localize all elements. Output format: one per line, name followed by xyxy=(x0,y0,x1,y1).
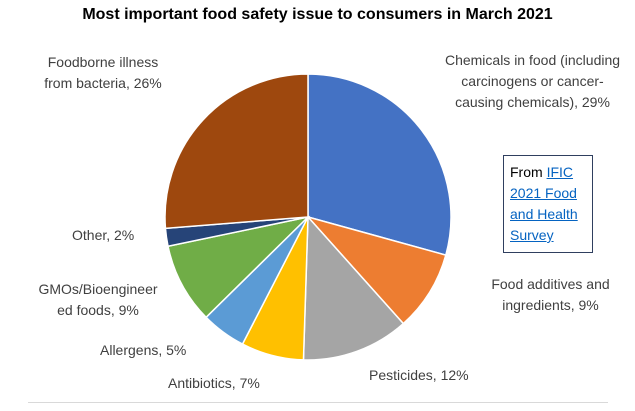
chart-title: Most important food safety issue to cons… xyxy=(82,6,553,23)
source-note: From IFIC 2021 Food and Health Survey xyxy=(503,155,593,253)
bottom-rule xyxy=(28,402,608,403)
data-label: Food additives and ingredients, 9% xyxy=(491,276,610,313)
pie-slice xyxy=(167,215,311,319)
source-prefix: From xyxy=(510,164,543,180)
source-link[interactable]: IFIC 2021 Food and Health Survey xyxy=(510,164,578,243)
pie-slice xyxy=(307,73,452,257)
pie-slice xyxy=(305,215,447,325)
pie-slice xyxy=(302,215,405,361)
data-label: Foodborne illness from bacteria, 26% xyxy=(44,54,162,91)
data-label: Allergens, 5% xyxy=(100,342,187,358)
data-label: Other, 2% xyxy=(72,227,135,243)
data-label: Antibiotics, 7% xyxy=(168,375,260,391)
data-label: Chemicals in food (including carcinogens… xyxy=(444,52,621,110)
data-label: GMOs/Bioengineered foods, 9% xyxy=(38,281,158,318)
pie-slice xyxy=(164,73,309,230)
data-label: Pesticides, 12% xyxy=(369,367,469,383)
